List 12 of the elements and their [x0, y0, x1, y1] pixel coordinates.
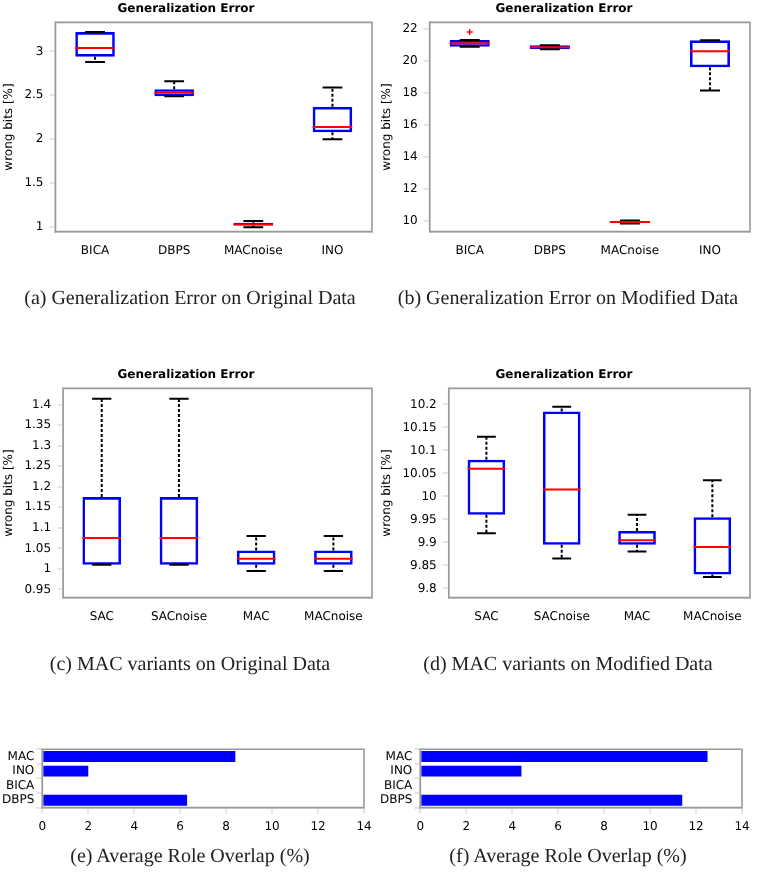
bar: [43, 751, 236, 762]
text: (e) Average Role Overlap (%): [68, 846, 312, 868]
bar: [421, 765, 522, 777]
bar: [421, 751, 708, 762]
text: (a) Generalization Error on Original Data: [22, 288, 358, 310]
text: (d) MAC variants on Modified Data: [421, 654, 715, 676]
text: (b) Generalization Error on Modified Data: [395, 288, 741, 310]
text: (f) Average Role Overlap (%): [447, 846, 689, 868]
bar: [43, 765, 89, 777]
text: (c) MAC variants on Original Data: [47, 654, 333, 676]
bar: [421, 794, 683, 806]
bar: [43, 794, 188, 806]
